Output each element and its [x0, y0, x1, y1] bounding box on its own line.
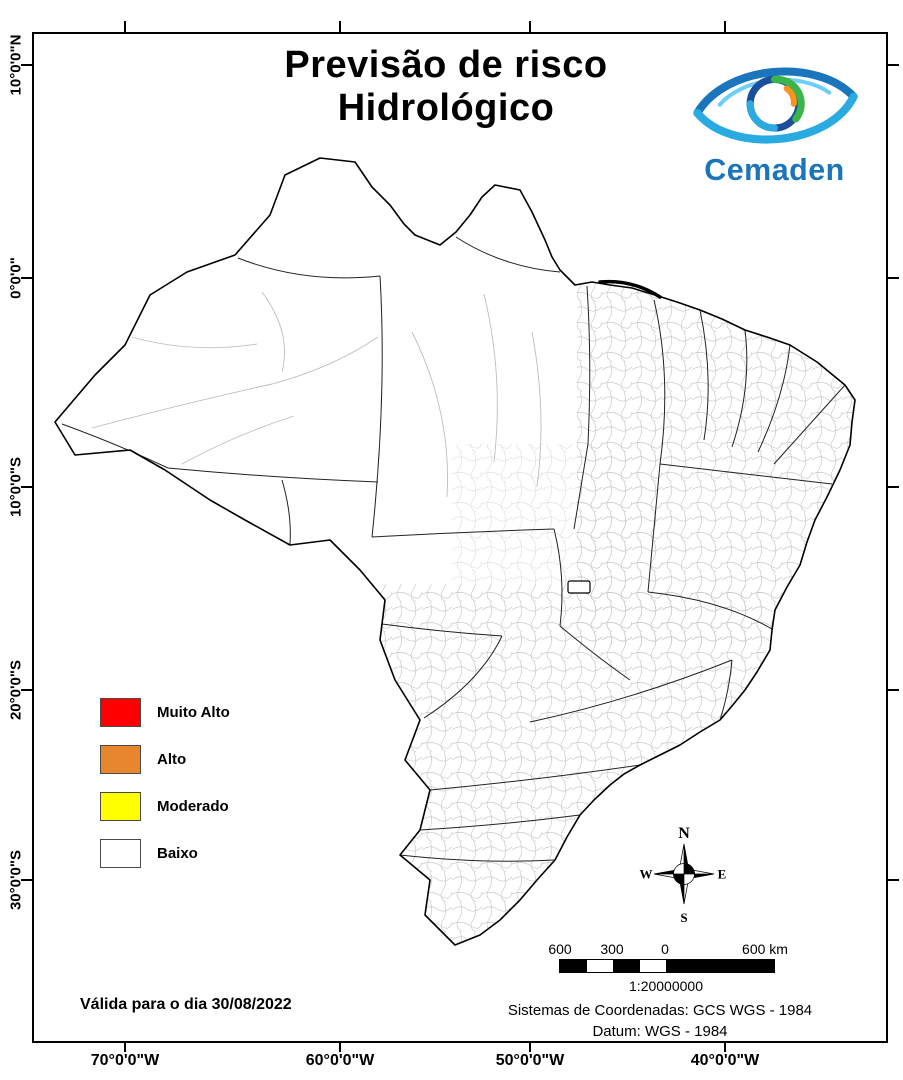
scale-segment [666, 960, 774, 972]
axis-tick [529, 1043, 531, 1052]
validity-note: Válida para o dia 30/08/2022 [80, 996, 292, 1013]
compass-n-label: N [678, 825, 690, 842]
legend-swatch-muito-alto [100, 698, 141, 727]
axis-tick [21, 64, 32, 66]
lon-label-60w: 60°0'0"W [305, 1052, 375, 1069]
scale-segment [586, 960, 613, 972]
axis-tick [21, 689, 32, 691]
scale-segment [639, 960, 666, 972]
axis-tick [888, 277, 899, 279]
title-line-2: Hidrológico [337, 86, 555, 129]
cemaden-logo-text: Cemaden [704, 153, 844, 187]
axis-tick [21, 486, 32, 488]
axis-tick [529, 21, 531, 32]
compass-w-label: W [640, 867, 653, 882]
axis-tick [21, 879, 32, 881]
legend-item-moderado: Moderado [100, 792, 230, 821]
title-line-1: Previsão de risco [284, 44, 608, 86]
brazil-outline [54, 157, 856, 946]
axis-tick [724, 1043, 726, 1052]
axis-tick [124, 1043, 126, 1052]
legend-swatch-moderado [100, 792, 141, 821]
axis-tick [888, 64, 899, 66]
state-borders [61, 236, 846, 862]
compass-rose-icon: N S E W [640, 825, 727, 925]
dark-coast-segment [598, 279, 662, 299]
legend-label-moderado: Moderado [157, 798, 229, 815]
interior-detail-lines [91, 291, 542, 498]
scale-label-600-km: 600 km [742, 941, 788, 957]
legend-label-muito-alto: Muito Alto [157, 704, 230, 721]
scale-label-0: 0 [661, 941, 669, 957]
distrito-federal [567, 580, 591, 594]
legend-swatch-alto [100, 745, 141, 774]
crs-line-2: Datum: WGS - 1984 [592, 1023, 728, 1040]
scale-label-600-left: 600 [548, 941, 572, 957]
page-title: Previsão de risco Hidrológico [32, 44, 860, 129]
crs-line-1: Sistemas de Coordenadas: GCS WGS - 1984 [507, 1002, 813, 1019]
scale-bar-labels: 600 300 0 600 km [548, 941, 793, 957]
axis-tick [724, 21, 726, 32]
legend-item-baixo: Baixo [100, 839, 230, 868]
legend-swatch-baixo [100, 839, 141, 868]
cemaden-eye-icon: Cemaden [693, 67, 858, 187]
scale-label-300: 300 [600, 941, 624, 957]
axis-tick [888, 879, 899, 881]
lon-label-50w: 50°0'0"W [495, 1052, 565, 1069]
scale-segment [613, 960, 639, 972]
legend-item-muito-alto: Muito Alto [100, 698, 230, 727]
legend-item-alto: Alto [100, 745, 230, 774]
axis-tick [21, 277, 32, 279]
axis-tick [888, 486, 899, 488]
scale-ratio: 1:20000000 [629, 978, 703, 994]
scale-segment [560, 960, 586, 972]
axis-tick [339, 21, 341, 32]
legend-label-baixo: Baixo [157, 845, 198, 862]
axis-tick [339, 1043, 341, 1052]
risk-legend: Muito Alto Alto Moderado Baixo [100, 698, 230, 886]
axis-tick [124, 21, 126, 32]
axis-tick [888, 689, 899, 691]
legend-label-alto: Alto [157, 751, 187, 768]
lon-label-70w: 70°0'0"W [90, 1052, 160, 1069]
compass-s-label: S [680, 910, 687, 925]
lon-label-40w: 40°0'0"W [690, 1052, 760, 1069]
brazil-map [54, 157, 856, 946]
compass-e-label: E [718, 867, 727, 882]
scale-bar: 600 300 0 600 km 1:20000000 [548, 941, 793, 994]
cemaden-logo: Cemaden [680, 50, 870, 192]
crs-note: Sistemas de Coordenadas: GCS WGS - 1984 … [445, 1000, 875, 1042]
scale-bar-graphic [559, 959, 775, 973]
